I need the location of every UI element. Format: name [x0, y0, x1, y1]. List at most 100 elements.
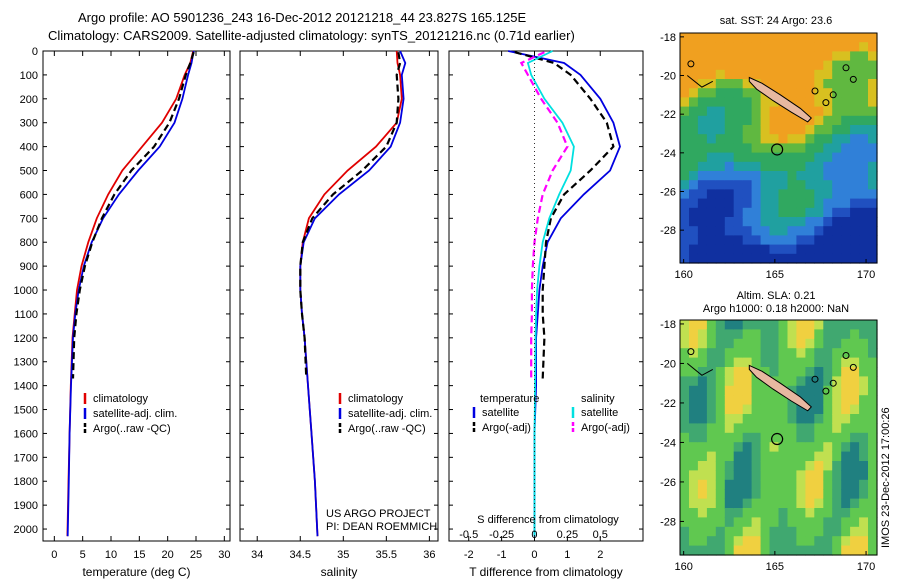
map-cell: [832, 217, 842, 227]
map-cell: [859, 451, 869, 462]
map-cell: [751, 451, 762, 462]
map-cell: [689, 198, 699, 209]
map-cell: [742, 79, 753, 89]
map-cell: [706, 51, 717, 62]
map-cell: [796, 423, 806, 434]
map-cell: [841, 536, 851, 547]
map-cell: [787, 69, 798, 80]
map-cell: [778, 376, 789, 387]
map-cell: [778, 143, 789, 154]
map-cell: [868, 143, 878, 154]
map-cell: [850, 489, 860, 500]
map-cell: [697, 451, 708, 462]
salinity-difference-label: S difference from climatology: [477, 514, 619, 526]
map-cell: [769, 517, 780, 528]
map-cell: [706, 143, 717, 154]
reef-outline: [686, 363, 714, 376]
map-cell: [733, 329, 744, 340]
map-cell: [787, 115, 798, 126]
map-cell: [689, 152, 699, 163]
map-cell: [751, 88, 762, 98]
map-cell: [787, 51, 798, 62]
legend-entry: satellite: [482, 407, 519, 419]
map-cell: [832, 88, 842, 98]
map-cell: [787, 545, 798, 556]
map-cell: [805, 498, 815, 509]
map-cell: [868, 348, 878, 359]
map-cell: [742, 461, 753, 471]
map-cell: [850, 329, 860, 340]
map-cell: [814, 143, 824, 154]
map-cell: [850, 498, 860, 509]
climatology-title: Climatology: CARS2009. Satellite-adjuste…: [48, 28, 575, 43]
map-cell: [751, 97, 762, 108]
map-cell: [778, 180, 789, 190]
map-cell: [697, 498, 708, 509]
map-cell: [733, 217, 744, 227]
map-cell: [680, 376, 690, 387]
x-tick-label: 1: [564, 549, 570, 561]
map-cell: [787, 479, 798, 490]
map-cell: [805, 451, 815, 462]
map-cell: [751, 395, 762, 406]
series-line-satellite-adj--clim-: [66, 50, 195, 537]
map-cell: [841, 97, 851, 108]
map-x-tick-label: 165: [766, 561, 784, 573]
map-cell: [697, 404, 708, 415]
map-cell: [850, 51, 860, 62]
map-cell: [733, 244, 744, 255]
map-cell: [868, 152, 878, 163]
map-cell: [859, 395, 869, 406]
map-cell: [841, 479, 851, 490]
map-cell: [724, 79, 735, 89]
map-cell: [814, 423, 824, 434]
map-cell: [868, 88, 878, 98]
x-tick-label: 35.5: [376, 549, 397, 561]
map-cell: [796, 442, 806, 453]
map-cell: [850, 479, 860, 490]
map-cell: [796, 207, 806, 218]
map-cell: [778, 207, 789, 218]
map-cell: [697, 33, 708, 43]
map-cell: [832, 489, 842, 500]
map-cell: [814, 134, 824, 144]
map-cell: [742, 423, 753, 434]
map-cell: [859, 423, 869, 434]
map-cell: [841, 106, 851, 117]
map-cell: [859, 143, 869, 154]
map-cell: [787, 125, 798, 135]
x-tick-label: 34.5: [290, 549, 311, 561]
map-cell: [742, 489, 753, 500]
map-cell: [724, 451, 735, 462]
map-cell: [823, 461, 833, 471]
map-cell: [805, 161, 815, 172]
map-cell: [760, 189, 771, 200]
map-cell: [733, 143, 744, 154]
map-cell: [868, 115, 878, 126]
map-cell: [859, 244, 869, 255]
map-cell: [868, 329, 878, 340]
map-cell: [697, 320, 708, 330]
map-cell: [850, 97, 860, 108]
map-cell: [680, 125, 690, 135]
map-cell: [841, 357, 851, 368]
map-cell: [742, 395, 753, 406]
map-cell: [823, 320, 833, 330]
map-cell: [787, 432, 798, 443]
map-cell: [841, 404, 851, 415]
map-cell: [868, 432, 878, 443]
map-cell: [841, 376, 851, 387]
map-cell: [796, 60, 806, 71]
map-cell: [832, 338, 842, 349]
map-y-tick-label: -20: [660, 358, 676, 370]
map-cell: [868, 198, 878, 209]
x-tick-label: 15: [133, 549, 145, 561]
map-cell: [680, 432, 690, 443]
map-cell: [850, 320, 860, 330]
map-cell: [769, 161, 780, 172]
map-cell: [760, 97, 771, 108]
map-cell: [742, 357, 753, 368]
map-cell: [814, 461, 824, 471]
map-cell: [796, 536, 806, 547]
map-cell: [796, 498, 806, 509]
